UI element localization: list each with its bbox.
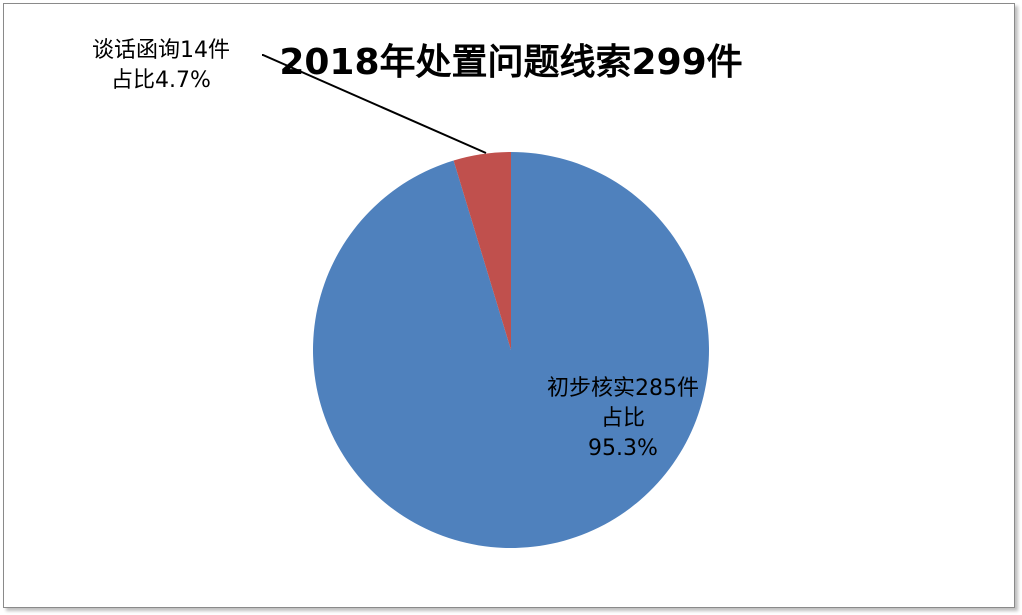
slice-label-initial-verification: 初步核实285件 占比 95.3%: [525, 374, 721, 464]
pie-slice-talk-inquiry: [453, 152, 511, 350]
slice-label-talk-inquiry: 谈话函询14件 占比4.7%: [60, 36, 262, 96]
pie-slice-initial-verification: [313, 152, 709, 548]
slice-label-line: 谈话函询14件: [92, 38, 230, 63]
slice-label-line: 95.3%: [588, 436, 658, 461]
leader-line-talk: [262, 54, 487, 154]
slice-label-line: 占比4.7%: [111, 68, 211, 93]
slice-label-line: 占比: [600, 406, 645, 431]
chart-title: 2018年处置问题线索299件: [279, 42, 743, 83]
slice-label-line: 初步核实285件: [547, 376, 699, 401]
